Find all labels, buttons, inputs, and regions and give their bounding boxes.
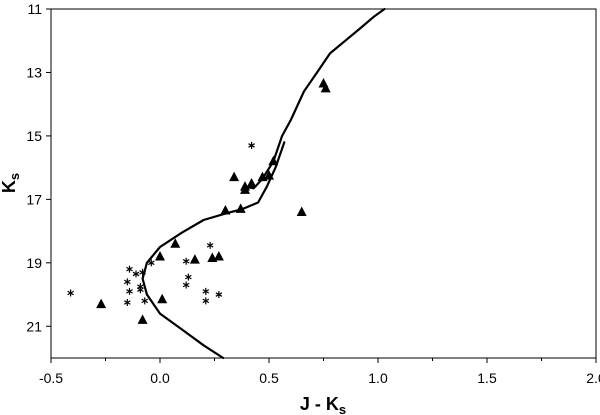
y-tick-label: 13 xyxy=(26,64,42,80)
asterisk-point xyxy=(184,273,192,281)
asterisk-point xyxy=(202,297,210,305)
asterisk-point xyxy=(132,270,140,278)
triangle-point xyxy=(296,206,307,217)
asterisk-point xyxy=(215,291,223,299)
triangle-point xyxy=(213,250,224,261)
triangle-point xyxy=(189,254,200,264)
isochrone-line xyxy=(243,7,386,190)
triangle-point xyxy=(155,250,165,261)
triangle-point xyxy=(220,204,231,215)
asterisk-point xyxy=(248,141,255,149)
isochrone-line xyxy=(141,141,286,360)
asterisk-point xyxy=(137,286,144,294)
isochrone-curves xyxy=(141,7,386,360)
asterisk-point xyxy=(67,289,74,297)
asterisk-point xyxy=(182,281,190,289)
y-tick-label: 19 xyxy=(26,255,42,271)
triangle-point xyxy=(240,184,251,194)
triangle-point xyxy=(268,155,279,166)
x-axis-label: J - Ks xyxy=(300,394,346,415)
asterisk-point xyxy=(123,278,131,286)
asterisk-point xyxy=(139,268,146,276)
y-axis-label: Ks xyxy=(0,173,22,193)
asterisk-point xyxy=(141,297,149,305)
x-tick-labels: -0.5 0.0 0.5 1.0 1.5 2.0 xyxy=(39,370,600,386)
triangle-point xyxy=(96,298,107,309)
y-tick-labels: 11 13 15 17 19 21 xyxy=(26,1,42,334)
asterisk-point xyxy=(147,259,155,267)
axis-ticks xyxy=(46,8,597,363)
x-tick-label: 0.5 xyxy=(259,370,279,386)
triangle-point xyxy=(264,170,274,180)
y-tick-label: 15 xyxy=(26,128,42,144)
asterisk-point xyxy=(126,287,133,295)
triangle-point xyxy=(235,203,246,213)
x-tick-label: 1.5 xyxy=(477,370,497,386)
y-tick-label: 11 xyxy=(27,1,42,17)
triangle-point xyxy=(170,238,181,248)
triangle-point xyxy=(229,171,240,182)
asterisk-point xyxy=(206,241,214,249)
x-tick-label: 2.0 xyxy=(586,370,600,386)
asterisk-point xyxy=(182,257,190,265)
y-tick-label: 17 xyxy=(26,191,42,207)
x-tick-label: -0.5 xyxy=(39,370,63,386)
triangle-point xyxy=(246,178,257,188)
asterisk-point xyxy=(202,287,210,295)
triangle-point xyxy=(137,314,148,324)
triangle-point xyxy=(320,82,331,93)
x-tick-label: 0.0 xyxy=(150,370,170,386)
y-tick-label: 21 xyxy=(26,318,42,334)
x-tick-label: 1.0 xyxy=(368,370,388,386)
asterisk-point xyxy=(126,265,133,273)
data-markers xyxy=(67,78,331,324)
triangle-point xyxy=(157,293,168,304)
asterisk-point xyxy=(123,298,131,306)
